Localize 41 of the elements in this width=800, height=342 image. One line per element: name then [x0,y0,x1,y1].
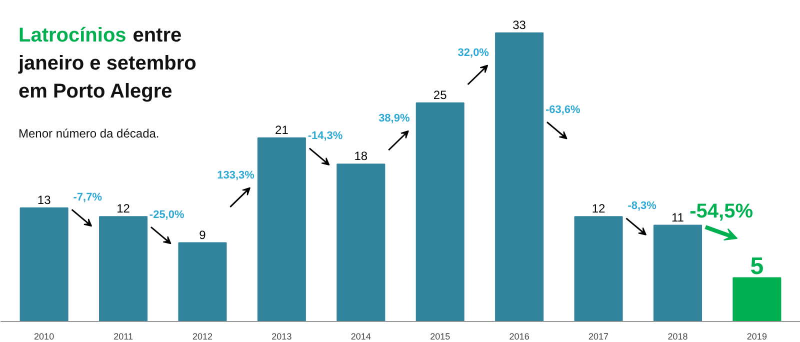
x-tick-label: 2017 [588,332,609,342]
bar [653,224,702,322]
data-label: 21 [275,122,289,137]
annotation: -7,7% [73,191,102,204]
x-tick-label: 2014 [350,332,371,342]
bar [20,207,68,322]
bar [99,216,148,322]
data-label: 13 [37,192,52,207]
bar [495,32,544,322]
text: Latrocínios entre janeiro e setembro em Porto Alegre [18,24,196,102]
annotation: -63,6% [545,104,581,116]
annotation: -54,5% [690,200,754,223]
x-tick-label: 2019 [746,332,767,342]
bar [257,137,306,322]
x-tick-label: 2012 [192,332,212,342]
x-tick-label: 2011 [114,332,133,342]
data-label: 33 [512,18,526,32]
annotation: -8,3% [628,200,657,212]
x-tick-label: 2018 [668,332,688,342]
annotation: 32,0% [458,47,490,60]
x-tick-label: 2015 [430,332,450,342]
annotation: 38,9% [378,112,410,125]
annotation: -25,0% [149,208,184,221]
annotation: 133,3% [217,170,255,182]
bar [574,216,623,322]
bar [732,277,782,322]
bar [336,164,386,322]
bar [178,242,227,322]
annotation: -14,3% [308,130,343,142]
x-tick-label: 2016 [509,332,530,342]
bar [416,102,464,322]
data-label: 9 [199,228,206,242]
data-label: 18 [354,149,368,164]
data-label: 11 [672,210,684,224]
data-label: 5 [750,252,764,280]
data-label: 12 [116,202,130,216]
x-tick-label: 2010 [34,332,54,342]
data-label: 12 [592,202,606,216]
data-label: 25 [433,88,448,102]
text: Menor número da década. [18,126,160,140]
x-tick-label: 2013 [272,332,292,342]
